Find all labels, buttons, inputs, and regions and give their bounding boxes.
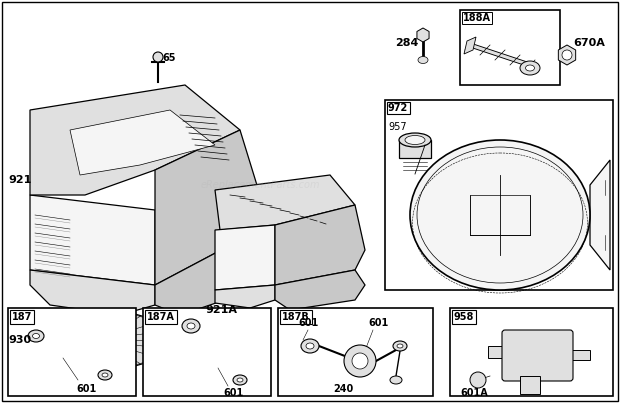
Polygon shape	[30, 270, 155, 315]
Ellipse shape	[98, 370, 112, 380]
Circle shape	[153, 52, 163, 62]
Bar	[8, 308, 136, 396]
Ellipse shape	[418, 56, 428, 64]
Polygon shape	[275, 205, 365, 285]
Ellipse shape	[182, 319, 200, 333]
Ellipse shape	[397, 344, 403, 348]
Text: 601: 601	[368, 318, 388, 328]
Polygon shape	[155, 240, 260, 315]
Ellipse shape	[520, 61, 540, 75]
Polygon shape	[464, 37, 476, 54]
Polygon shape	[215, 225, 275, 290]
Circle shape	[470, 372, 486, 388]
Text: 240: 240	[333, 384, 353, 394]
Bar	[143, 308, 271, 396]
Polygon shape	[399, 140, 431, 158]
Bar	[520, 376, 540, 394]
Polygon shape	[275, 270, 365, 310]
Text: 187A: 187A	[147, 312, 175, 322]
Text: 921A: 921A	[205, 305, 237, 315]
Ellipse shape	[410, 140, 590, 290]
Polygon shape	[215, 175, 355, 230]
Text: 930: 930	[8, 335, 31, 345]
Ellipse shape	[187, 323, 195, 329]
Ellipse shape	[405, 135, 425, 145]
Polygon shape	[30, 85, 240, 195]
Ellipse shape	[393, 341, 407, 351]
Text: 972: 972	[388, 103, 408, 113]
Polygon shape	[590, 160, 610, 270]
Text: 284: 284	[395, 38, 418, 48]
FancyBboxPatch shape	[502, 330, 573, 381]
Text: eReplacementParts.com: eReplacementParts.com	[201, 181, 320, 190]
Bar	[488, 346, 508, 358]
Ellipse shape	[32, 334, 40, 339]
Polygon shape	[70, 110, 215, 175]
Circle shape	[562, 50, 572, 60]
Circle shape	[352, 353, 368, 369]
Text: 601: 601	[298, 318, 318, 328]
Polygon shape	[30, 195, 155, 285]
Text: 601A: 601A	[460, 388, 488, 398]
Bar	[385, 100, 613, 290]
Ellipse shape	[306, 343, 314, 349]
Ellipse shape	[102, 373, 108, 377]
Ellipse shape	[526, 65, 534, 71]
Text: 65: 65	[162, 53, 175, 63]
Text: 601: 601	[223, 388, 243, 398]
Ellipse shape	[301, 339, 319, 353]
Ellipse shape	[390, 376, 402, 384]
Ellipse shape	[237, 378, 243, 382]
Text: 670A: 670A	[573, 38, 605, 48]
Ellipse shape	[30, 310, 170, 370]
Circle shape	[344, 345, 376, 377]
Text: 958: 958	[454, 312, 474, 322]
Ellipse shape	[70, 327, 130, 353]
Ellipse shape	[399, 133, 431, 147]
Bar	[450, 308, 613, 396]
Ellipse shape	[28, 330, 44, 342]
Ellipse shape	[233, 375, 247, 385]
Text: 188A: 188A	[463, 13, 491, 23]
Text: 921: 921	[8, 175, 32, 185]
Text: 601: 601	[76, 384, 96, 394]
Polygon shape	[215, 285, 275, 308]
Text: 957: 957	[388, 122, 407, 132]
Bar	[278, 308, 433, 396]
Bar	[568, 350, 590, 360]
Text: 187: 187	[12, 312, 32, 322]
Bar	[460, 10, 560, 85]
Wedge shape	[71, 312, 130, 339]
Text: 187B: 187B	[282, 312, 310, 322]
Bar	[470, 195, 530, 235]
Polygon shape	[155, 130, 260, 285]
